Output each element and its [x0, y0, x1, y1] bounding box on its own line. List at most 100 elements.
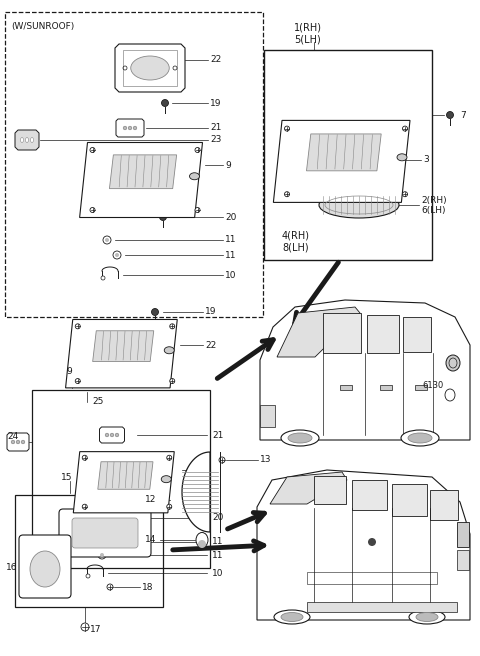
Ellipse shape: [161, 100, 168, 106]
Ellipse shape: [403, 126, 408, 131]
Text: 2(RH): 2(RH): [421, 197, 446, 205]
Ellipse shape: [195, 148, 200, 152]
Ellipse shape: [196, 533, 208, 548]
Ellipse shape: [82, 504, 87, 509]
Ellipse shape: [219, 457, 225, 463]
Ellipse shape: [159, 213, 167, 220]
Bar: [403, 317, 431, 352]
Ellipse shape: [170, 379, 175, 384]
Text: 10: 10: [225, 270, 237, 279]
Polygon shape: [274, 121, 410, 203]
Text: 9: 9: [66, 367, 72, 377]
Ellipse shape: [446, 112, 454, 119]
Ellipse shape: [285, 126, 289, 131]
Text: 3: 3: [423, 155, 429, 165]
Text: 21: 21: [212, 430, 223, 440]
Ellipse shape: [170, 324, 175, 329]
Text: 14: 14: [145, 535, 156, 544]
Ellipse shape: [445, 389, 455, 401]
Polygon shape: [270, 472, 347, 504]
Ellipse shape: [281, 613, 303, 621]
Ellipse shape: [408, 433, 432, 443]
Ellipse shape: [401, 430, 439, 446]
Ellipse shape: [85, 538, 93, 546]
Polygon shape: [307, 134, 381, 171]
Ellipse shape: [16, 440, 20, 443]
Ellipse shape: [113, 251, 121, 259]
Ellipse shape: [115, 433, 119, 437]
FancyBboxPatch shape: [59, 509, 151, 557]
Text: 22: 22: [205, 340, 216, 350]
Ellipse shape: [161, 476, 171, 483]
Polygon shape: [15, 130, 39, 150]
Bar: [380, 385, 392, 390]
Ellipse shape: [190, 173, 200, 180]
Ellipse shape: [198, 540, 206, 548]
Ellipse shape: [139, 514, 145, 522]
Ellipse shape: [105, 433, 109, 437]
Text: 20: 20: [212, 514, 223, 522]
Ellipse shape: [131, 56, 169, 80]
Polygon shape: [98, 462, 153, 489]
Bar: [260, 405, 275, 427]
Ellipse shape: [285, 192, 289, 197]
Ellipse shape: [11, 440, 15, 443]
Text: 10: 10: [212, 569, 224, 577]
Text: 11: 11: [225, 236, 237, 245]
Ellipse shape: [274, 610, 310, 624]
Ellipse shape: [446, 112, 454, 119]
Polygon shape: [260, 300, 470, 440]
Text: 11: 11: [212, 550, 224, 560]
Text: 23: 23: [210, 136, 221, 144]
Ellipse shape: [100, 553, 104, 557]
Text: 24: 24: [7, 432, 18, 441]
Text: 20: 20: [225, 213, 236, 222]
Bar: [15, 495, 163, 607]
Text: 11: 11: [212, 537, 224, 546]
Bar: [32, 390, 210, 568]
Ellipse shape: [164, 347, 174, 354]
Ellipse shape: [152, 308, 158, 316]
Text: 11: 11: [225, 251, 237, 260]
Text: 16: 16: [5, 562, 17, 571]
Ellipse shape: [161, 100, 168, 106]
Text: 1(RH): 1(RH): [294, 23, 322, 33]
Ellipse shape: [101, 276, 105, 280]
Polygon shape: [109, 155, 177, 189]
Bar: [314, 476, 346, 504]
Ellipse shape: [403, 192, 408, 197]
Text: 25: 25: [92, 398, 103, 407]
FancyBboxPatch shape: [72, 518, 138, 548]
Bar: [457, 550, 469, 570]
Ellipse shape: [409, 610, 445, 624]
Ellipse shape: [90, 207, 95, 213]
Text: (W/SUNROOF): (W/SUNROOF): [11, 22, 74, 31]
Text: 12: 12: [145, 495, 156, 504]
Bar: [5, 12, 263, 317]
Bar: [352, 480, 387, 510]
Ellipse shape: [21, 138, 24, 142]
Ellipse shape: [123, 126, 127, 130]
Text: 19: 19: [210, 98, 221, 108]
Ellipse shape: [75, 379, 80, 384]
Ellipse shape: [139, 514, 145, 522]
Polygon shape: [277, 307, 360, 357]
Text: 9: 9: [225, 161, 231, 169]
Bar: [307, 602, 457, 612]
Ellipse shape: [25, 138, 28, 142]
Text: 18: 18: [142, 583, 154, 592]
Ellipse shape: [86, 574, 90, 578]
Ellipse shape: [397, 154, 407, 161]
Ellipse shape: [368, 538, 376, 546]
Text: 22: 22: [210, 56, 221, 64]
Ellipse shape: [416, 613, 438, 621]
Text: 7: 7: [460, 110, 466, 119]
Ellipse shape: [133, 126, 137, 130]
Ellipse shape: [446, 355, 460, 371]
Bar: [457, 522, 469, 547]
Text: 13: 13: [260, 455, 272, 464]
Ellipse shape: [288, 433, 312, 443]
Ellipse shape: [281, 430, 319, 446]
Ellipse shape: [81, 623, 89, 631]
Ellipse shape: [128, 126, 132, 130]
